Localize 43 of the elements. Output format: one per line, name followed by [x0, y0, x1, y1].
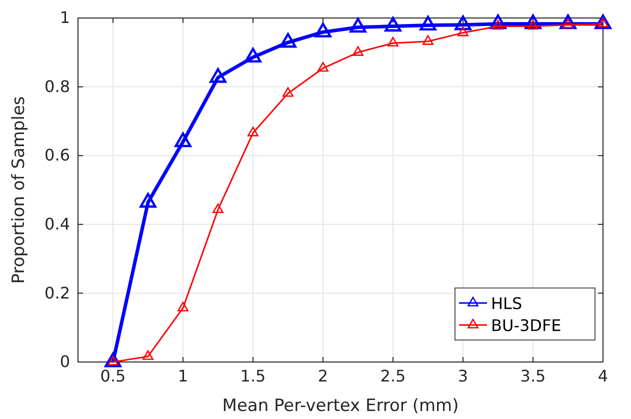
point: [140, 192, 156, 208]
y-tick-label: 0.8: [44, 76, 70, 96]
point: [104, 352, 122, 368]
point: [212, 203, 224, 214]
x-tick-label: 1: [178, 366, 188, 386]
x-tick-label: 0.5: [100, 366, 126, 386]
point: [350, 18, 366, 33]
y-tick-label: 0.6: [44, 146, 70, 165]
x-tick-label: 3: [458, 366, 468, 386]
point: [420, 16, 436, 31]
point: [314, 22, 332, 38]
x-tick-label: 1.5: [240, 366, 266, 386]
point: [282, 87, 294, 97]
y-tick-label: 1: [60, 8, 70, 28]
x-tick-label: 2.5: [380, 366, 406, 386]
point: [178, 302, 188, 312]
x-tick-label: 3.5: [520, 366, 546, 386]
point: [318, 62, 328, 72]
point: [210, 68, 226, 83]
point: [174, 132, 192, 148]
point: [422, 35, 434, 45]
point: [244, 48, 262, 63]
point: [142, 350, 154, 360]
point: [458, 26, 468, 36]
y-axis-title: Proportion of Samples: [9, 96, 29, 284]
y-tick-label: 0.4: [44, 214, 70, 234]
legend-label: BU-3DFE: [491, 316, 562, 335]
y-tick-label: 0.2: [44, 283, 70, 302]
point: [280, 32, 296, 48]
point: [454, 15, 472, 30]
point: [352, 46, 364, 56]
point: [560, 14, 576, 30]
x-tick-label: 2: [318, 366, 328, 386]
point: [524, 14, 542, 30]
x-axis-title: Mean Per-vertex Error (mm): [222, 396, 459, 416]
point: [594, 14, 612, 30]
point: [388, 36, 398, 47]
y-tick-label: 0: [60, 352, 70, 372]
point: [490, 14, 506, 30]
x-tick-label: 4: [598, 366, 608, 386]
legend-label: HLS: [491, 294, 522, 313]
point: [248, 126, 258, 136]
point: [384, 16, 402, 32]
